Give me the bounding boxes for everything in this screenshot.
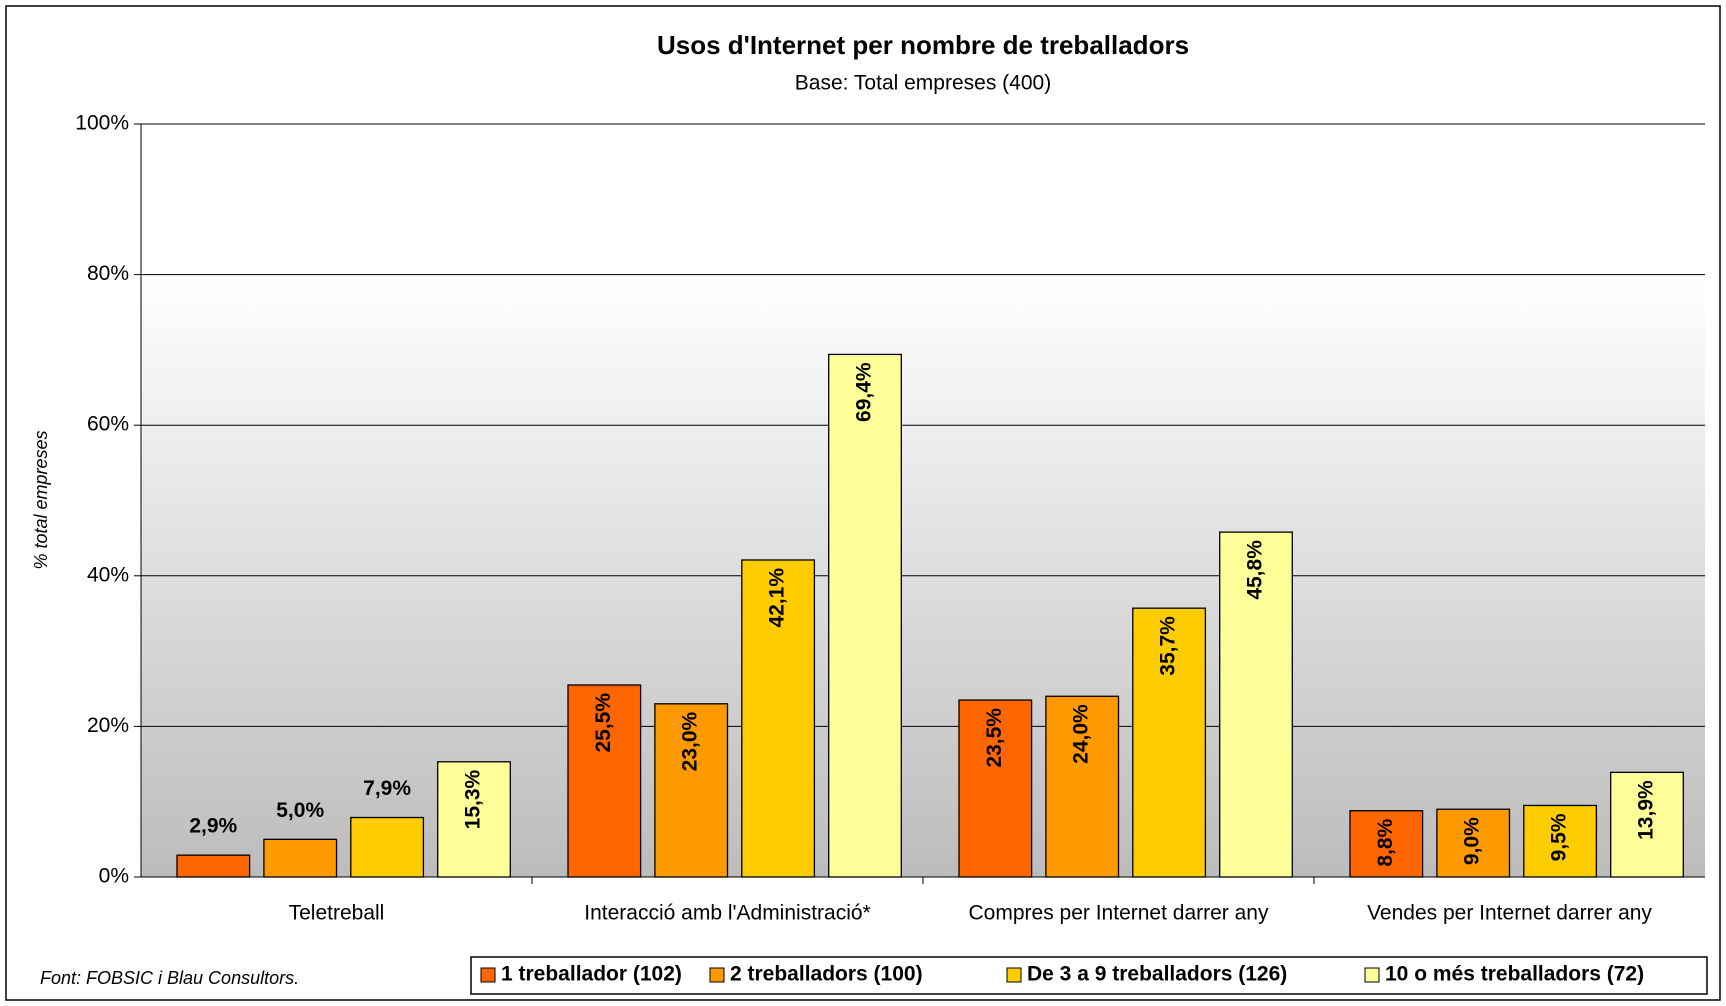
value-label: 35,7% — [1157, 616, 1180, 676]
y-tick-label: 80% — [87, 262, 129, 285]
bar — [350, 816, 425, 878]
x-tick-label: Teletreball — [289, 902, 385, 925]
legend-swatch — [1006, 967, 1022, 983]
value-label: 23,0% — [679, 711, 702, 771]
y-tick-label: 100% — [75, 112, 129, 135]
value-label: 69,4% — [853, 362, 876, 422]
bar — [1523, 804, 1598, 878]
x-tick-label: Compres per Internet darrer any — [969, 902, 1269, 925]
chart-title: Usos d'Internet per nombre de treballado… — [657, 30, 1189, 60]
y-axis-label: % total empreses — [31, 430, 51, 569]
y-tick-label: 40% — [87, 563, 129, 586]
legend-swatch — [1364, 967, 1380, 983]
bar — [654, 703, 729, 878]
bar — [263, 838, 338, 878]
y-tick-label: 0% — [99, 865, 129, 888]
bar — [1132, 607, 1207, 878]
bar — [1219, 531, 1293, 878]
legend-label: 10 o més treballadors (72) — [1385, 963, 1644, 986]
bar — [741, 559, 816, 878]
value-label: 23,5% — [983, 708, 1006, 768]
legend-label: 1 treballador (102) — [501, 963, 682, 986]
value-label: 8,8% — [1374, 818, 1397, 866]
bar — [1045, 695, 1120, 878]
bar — [437, 761, 511, 878]
y-tick-label: 20% — [87, 714, 129, 737]
legend-box — [470, 956, 1708, 995]
bar — [1610, 771, 1684, 878]
x-tick-label: Interacció amb l'Administració* — [584, 902, 870, 925]
bar — [1349, 810, 1424, 878]
legend-swatch — [709, 967, 725, 983]
value-label: 13,9% — [1635, 780, 1658, 840]
source-note: Font: FOBSIC i Blau Consultors. — [40, 968, 299, 988]
bar — [958, 699, 1033, 878]
chart-subtitle: Base: Total empreses (400) — [795, 72, 1051, 95]
plot-area — [141, 124, 1705, 877]
value-label: 15,3% — [462, 769, 485, 829]
value-label: 9,0% — [1461, 817, 1484, 865]
value-label: 7,9% — [363, 777, 411, 800]
legend-label: 2 treballadors (100) — [730, 963, 923, 986]
value-label: 42,1% — [766, 568, 789, 628]
legend-label: De 3 a 9 treballadors (126) — [1027, 963, 1287, 986]
value-label: 5,0% — [276, 799, 324, 822]
bar — [828, 353, 902, 878]
bar — [176, 854, 251, 878]
bar — [567, 684, 642, 878]
value-label: 25,5% — [592, 693, 615, 753]
value-label: 45,8% — [1244, 540, 1267, 600]
value-label: 2,9% — [189, 815, 237, 838]
legend-swatch — [480, 967, 496, 983]
y-tick-label: 60% — [87, 413, 129, 436]
value-label: 24,0% — [1070, 704, 1093, 764]
bar — [1436, 808, 1511, 878]
value-label: 9,5% — [1548, 813, 1571, 861]
x-tick-label: Vendes per Internet darrer any — [1367, 902, 1652, 925]
